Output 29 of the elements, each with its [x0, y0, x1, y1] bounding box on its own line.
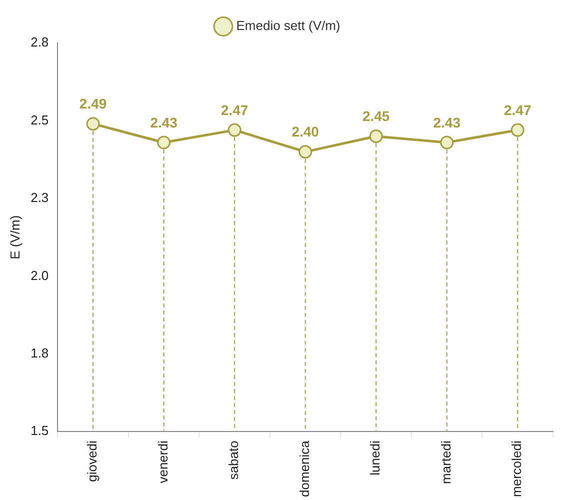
data-label: 2.43	[150, 114, 178, 130]
point	[298, 145, 312, 159]
data-label: 2.43	[433, 114, 461, 130]
x-tick-label: martedi	[438, 440, 454, 484]
y-tick-label: 2.8	[30, 34, 49, 50]
point	[440, 136, 454, 150]
y-tick-label: 1.8	[30, 345, 49, 360]
x-tick-label: mercoledi	[509, 440, 524, 497]
data-label: 2.45	[362, 108, 390, 124]
x-tick-label: lunedi	[368, 440, 383, 476]
point	[369, 130, 383, 144]
point	[157, 136, 171, 150]
y-tick-label: 2.3	[30, 190, 49, 206]
y-tick-label: 2.0	[30, 268, 49, 283]
point	[228, 123, 242, 137]
x-tick-label: domenica	[296, 440, 312, 498]
point	[86, 117, 100, 131]
point	[510, 123, 524, 137]
y-tick-label: 1.5	[30, 423, 49, 438]
data-label: 2.47	[504, 102, 532, 118]
x-tick-label: sabato	[226, 440, 242, 480]
x-tick-label: venerdi	[155, 440, 170, 484]
y-axis-title: E (V/m)	[7, 215, 22, 260]
data-label: 2.40	[292, 124, 320, 140]
y-tick-label: 2.5	[30, 112, 49, 128]
x-tick-label: giovedi	[84, 440, 100, 482]
data-label: 2.47	[220, 102, 248, 118]
legend-label: Emedio sett (V/m)	[236, 18, 340, 34]
data-label: 2.49	[79, 96, 107, 112]
